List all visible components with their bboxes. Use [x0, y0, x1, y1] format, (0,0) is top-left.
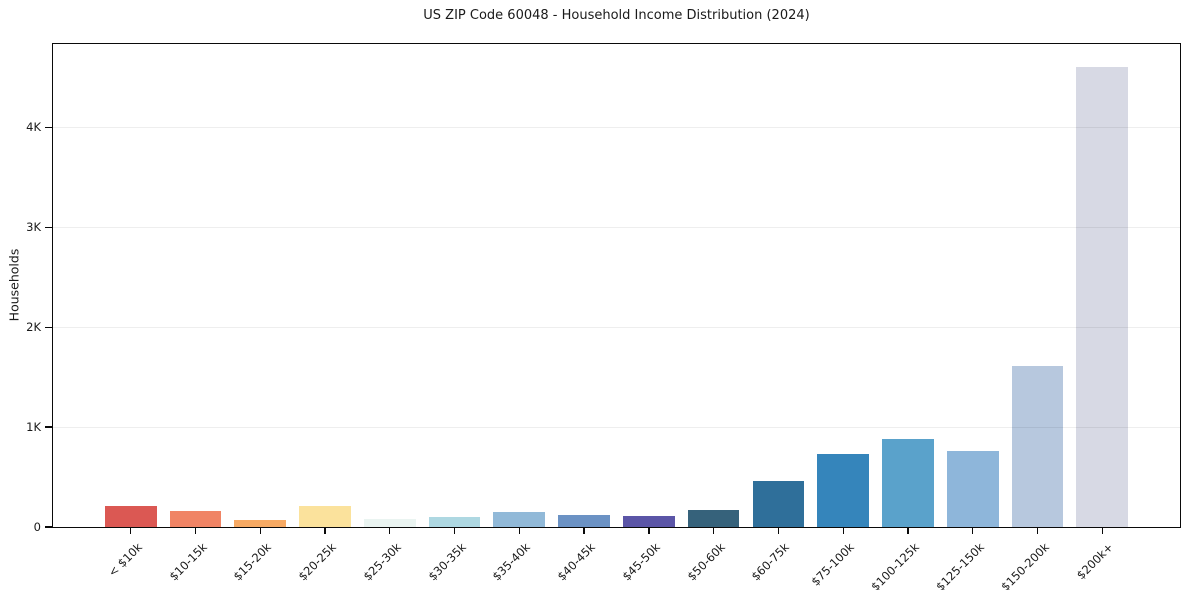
bar: [752, 480, 805, 527]
x-tick-label: $35-40k: [489, 540, 534, 584]
x-tick-label: $15-20k: [230, 540, 275, 584]
x-tick-mark: [648, 527, 650, 534]
chart-title: US ZIP Code 60048 - Household Income Dis…: [423, 8, 810, 23]
y-tick-label: 4K: [26, 120, 41, 135]
y-tick-label: 3K: [26, 220, 41, 235]
x-tick-mark: [713, 527, 715, 534]
bar: [882, 438, 934, 527]
bar: [169, 511, 222, 527]
x-tick-label: $10-15k: [165, 540, 210, 584]
y-tick-mark: [45, 126, 52, 129]
bar: [363, 519, 416, 527]
x-tick-mark: [130, 527, 132, 534]
y-tick-mark: [45, 426, 52, 428]
y-tick-mark: [45, 526, 52, 528]
x-tick-label: $60-75k: [748, 540, 793, 584]
x-tick-label: $200k+: [1074, 540, 1117, 583]
bar: [946, 450, 999, 527]
gridline: [53, 327, 1180, 329]
x-tick-label: $25-30k: [360, 540, 404, 584]
bar: [104, 506, 157, 527]
x-tick-label: $150-200k: [997, 540, 1052, 590]
bar: [623, 515, 675, 527]
bar: [493, 512, 546, 527]
y-tick-label: 2K: [26, 320, 41, 335]
x-tick-mark: [777, 527, 780, 534]
x-tick-label: $75-100k: [808, 540, 858, 589]
y-tick-mark: [45, 226, 52, 228]
x-tick-label: $125-150k: [932, 540, 987, 590]
gridline: [53, 227, 1180, 229]
y-tick-label: 1K: [26, 420, 41, 435]
x-tick-mark: [583, 527, 585, 534]
bar: [558, 515, 610, 527]
y-tick-label: 0: [33, 520, 41, 534]
x-tick-label: $30-35k: [425, 540, 469, 584]
gridline: [53, 427, 1180, 429]
x-tick-mark: [194, 527, 197, 534]
y-tick-mark: [45, 326, 52, 328]
x-tick-mark: [1036, 527, 1039, 534]
x-tick-mark: [907, 527, 909, 534]
x-tick-label: $50-60k: [684, 540, 728, 584]
x-tick-label: $45-50k: [619, 540, 663, 584]
plot-area: < $10k $10-15k $15-20k $20-25k $25-30k $30-35…: [26, 43, 1181, 590]
x-tick-mark: [972, 527, 974, 534]
bar: [428, 516, 481, 527]
x-tick-mark: [453, 527, 456, 534]
x-tick-mark: [518, 527, 520, 534]
gridline: [53, 127, 1180, 129]
bar: [234, 520, 287, 527]
bar: [817, 453, 870, 527]
x-tick-mark: [1101, 527, 1103, 534]
y-axis-label: Households: [6, 248, 22, 322]
x-tick-label: $20-25k: [295, 540, 339, 584]
bar: [687, 510, 740, 527]
x-tick-mark: [324, 527, 326, 534]
bar: [299, 506, 351, 527]
x-tick-mark: [259, 527, 261, 534]
bar: [1076, 67, 1129, 527]
x-tick-label: < $10k: [105, 540, 145, 580]
x-tick-mark: [389, 527, 391, 534]
x-tick-mark: [842, 527, 844, 534]
x-tick-label: $40-45k: [554, 540, 598, 584]
bar: [1011, 365, 1064, 527]
x-tick-label: $100-125k: [868, 540, 922, 590]
